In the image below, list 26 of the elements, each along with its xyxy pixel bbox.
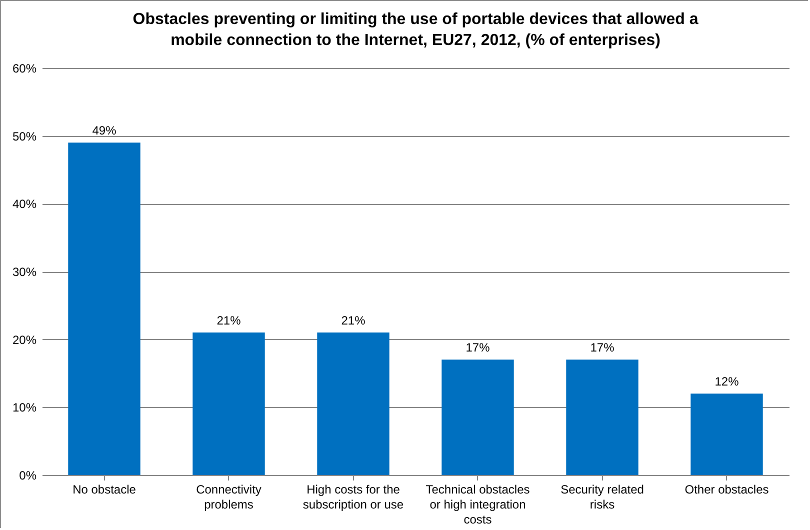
bar	[68, 142, 140, 475]
bar	[442, 360, 514, 475]
y-tick-label: 10%	[12, 400, 37, 415]
x-tick-label: Security related risks	[560, 482, 644, 512]
bar	[192, 332, 265, 475]
x-tick-label: High costs for the subscription or use	[302, 482, 404, 512]
data-label: 49%	[92, 124, 117, 138]
x-tick-label: Other obstacles	[684, 482, 769, 496]
y-tick-label: 30%	[12, 265, 37, 279]
x-tick-label: Technical obstacles or high integration costs	[426, 482, 530, 526]
data-label: 17%	[466, 340, 490, 355]
bar	[690, 394, 763, 475]
y-tick-label: 20%	[12, 332, 37, 347]
data-label: 21%	[341, 314, 366, 328]
x-tick-label: No obstacle	[72, 482, 136, 496]
chart-title: Obstacles preventing or limiting the use of portable devices that allowed a mobile connection to the Internet, EU27, 2012, (% of enterprises)	[132, 11, 698, 49]
y-tick-label: 0%	[19, 468, 37, 482]
data-label: 21%	[216, 314, 242, 328]
y-tick-label: 50%	[12, 129, 37, 144]
y-tick-label: 40%	[12, 197, 37, 212]
data-label: 17%	[590, 340, 615, 355]
data-label: 12%	[714, 374, 740, 389]
bar	[317, 332, 390, 475]
bar	[566, 360, 638, 475]
y-tick-label: 60%	[12, 62, 37, 76]
x-tick-label: Connectivity problems	[196, 482, 262, 512]
